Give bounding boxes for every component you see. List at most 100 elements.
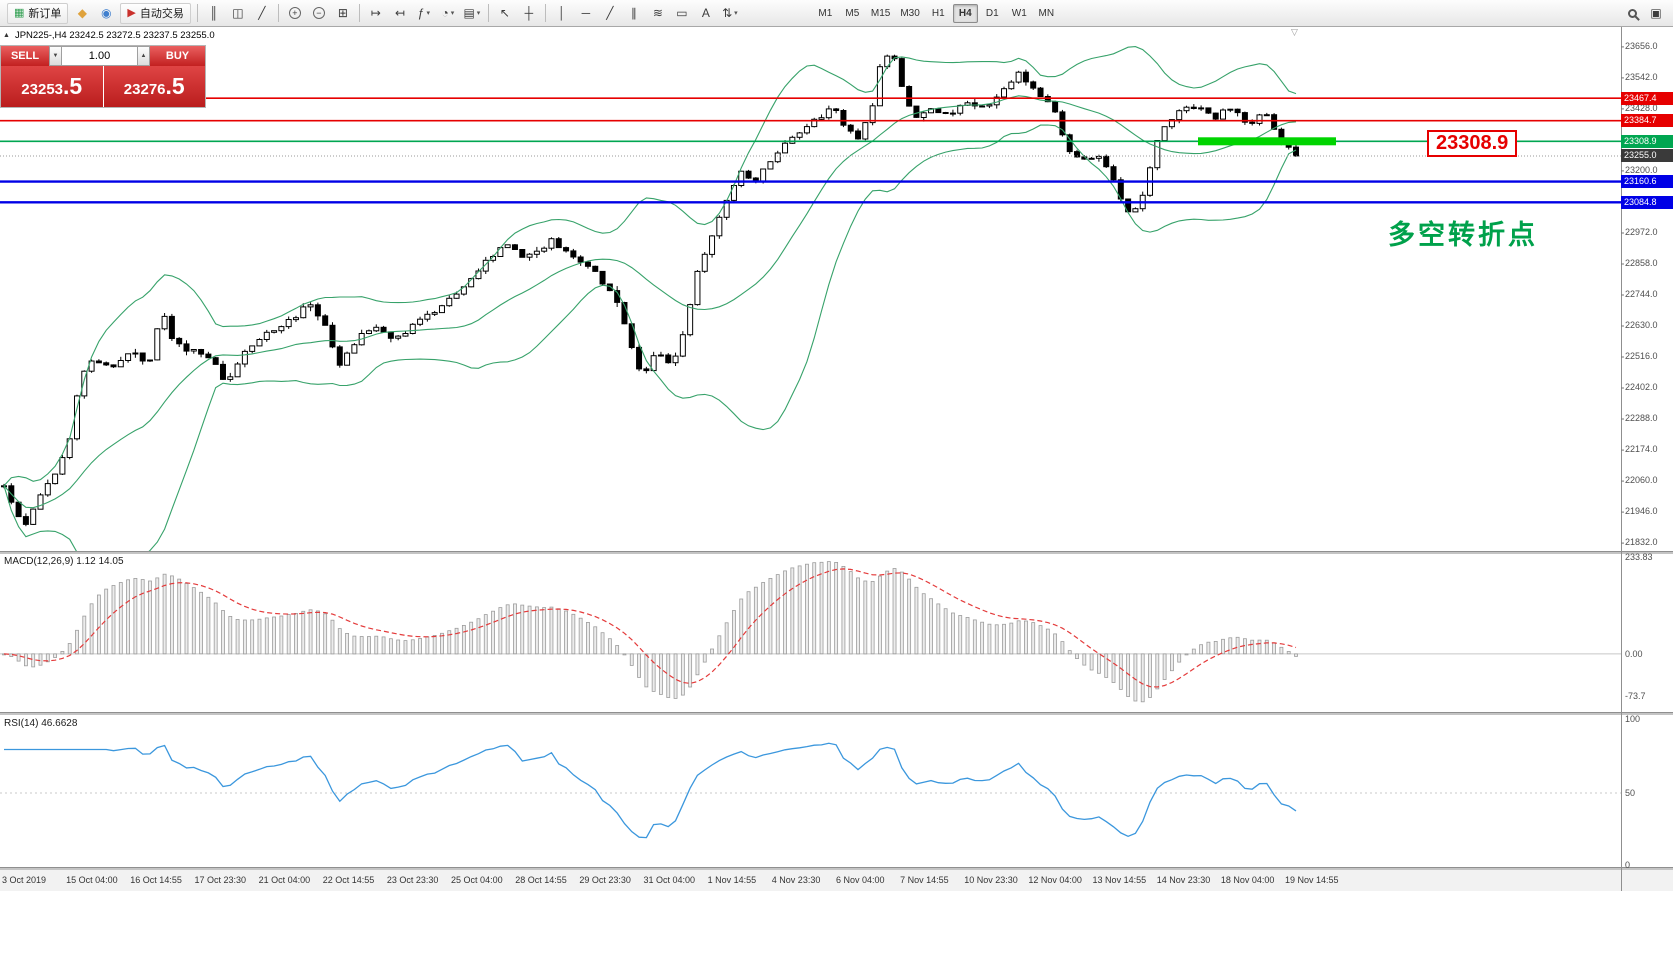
market-watch-icon-glyph: ◉ [101, 6, 112, 20]
line-chart-icon[interactable]: ╱ [251, 3, 273, 24]
volume-down-button[interactable]: ▼ [49, 46, 62, 66]
symbol-ohlc-line: ▲ JPN225-,H4 23242.5 23272.5 23237.5 232… [3, 30, 215, 41]
timeframe-button-m30[interactable]: M30 [900, 7, 920, 19]
arrow-objects-icon[interactable]: ⇅ ▾ [719, 3, 741, 24]
trendline-icon[interactable]: ╱ [599, 3, 621, 24]
time-axis-label: 13 Nov 14:55 [1092, 875, 1147, 885]
dropdown-caret-icon: ▾ [476, 10, 481, 17]
price-level-label: 23255.0 [1621, 149, 1673, 163]
price-axis-tick-label: 22630.0 [1625, 320, 1658, 330]
arrow-objects-icon-glyph: ⇅ [722, 6, 733, 20]
support-resistance-lines [0, 97, 1621, 204]
price-axis-tick-label: 23542.0 [1625, 71, 1658, 82]
bollinger-bands [3, 46, 1297, 551]
symbol-ohlc-text: JPN225-,H4 23242.5 23272.5 23237.5 23255… [14, 30, 215, 41]
cursor-icon[interactable]: ↖ [494, 3, 516, 24]
pivot-price-tag: 23308.9 [1427, 130, 1518, 157]
auto-scroll-icon-glyph: ↦ [370, 6, 381, 20]
time-axis-label: 22 Oct 14:55 [322, 875, 375, 885]
time-axis-label: 29 Oct 23:30 [579, 875, 631, 885]
buy-button[interactable]: BUY [150, 46, 205, 66]
one-click-trading-panel: SELL ▼ ▲ BUY 23253.5 23276.5 [0, 45, 206, 108]
toolbar-sep [358, 4, 360, 22]
price-level-label: 23160.6 [1621, 175, 1673, 189]
shapes-icon[interactable]: ▭ [671, 3, 693, 24]
sell-price-dec: .5 [63, 73, 83, 99]
tile-windows-icon[interactable]: ⊞ [332, 3, 354, 24]
time-axis-label: 1 Nov 14:55 [707, 875, 757, 885]
macd-axis-label: -73.7 [1625, 690, 1646, 701]
metaeditor-icon[interactable]: ◆ [71, 3, 93, 24]
timeframe-button-w1[interactable]: W1 [1011, 7, 1027, 19]
text-label-icon[interactable]: A [695, 3, 717, 24]
volume-up-button[interactable]: ▲ [137, 46, 150, 66]
macd-indicator [0, 561, 1621, 703]
trendline-icon-glyph: ╱ [606, 6, 614, 20]
zoom-in-icon[interactable]: + [284, 3, 306, 24]
timeframe-button-d1[interactable]: D1 [985, 7, 999, 19]
horizontal-line-icon[interactable]: ─ [575, 3, 597, 24]
data-window-icon[interactable]: ▣ [1645, 3, 1667, 24]
indicators-icon-glyph: ƒ [417, 6, 425, 20]
time-axis-label: 25 Oct 04:00 [451, 875, 503, 885]
price-axis-tick-label: 22174.0 [1625, 444, 1658, 455]
channel-icon[interactable]: ∥ [623, 3, 645, 24]
price-axis-tick-label: 22858.0 [1625, 257, 1658, 268]
buy-price-dec: .5 [165, 73, 185, 99]
timeframe-button-h1[interactable]: H1 [931, 7, 945, 19]
vertical-line-icon[interactable]: │ [551, 3, 573, 24]
buy-price-display[interactable]: 23276.5 [103, 66, 205, 107]
chart-shift-marker-icon[interactable]: ▽ [1291, 27, 1298, 37]
price-axis-tick-label: 22744.0 [1625, 288, 1658, 299]
tile-windows-icon-glyph: ⊞ [337, 6, 348, 20]
rsi-header: RSI(14) 46.6628 [4, 718, 78, 729]
chart-area: 23656.0 23542.0 23428.0 23200.0 22972.0 22858… [0, 27, 1673, 953]
crosshair-icon[interactable]: ┼ [518, 3, 540, 24]
price-axis-tick-label: 21832.0 [1625, 537, 1658, 548]
sell-price-int: 23253 [21, 81, 64, 98]
data-window-icon-glyph: ▣ [1650, 6, 1662, 20]
time-axis-label: 21 Oct 04:00 [258, 875, 311, 885]
bollinger-middle-band [3, 95, 1297, 509]
auto-scroll-icon[interactable]: ↦ [365, 3, 387, 24]
chart-canvas[interactable] [0, 27, 1673, 953]
zoom-out-icon[interactable]: − [308, 3, 330, 24]
timeframe-button-h4[interactable]: H4 [952, 3, 978, 23]
timeframe-button-mn[interactable]: MN [1038, 7, 1055, 19]
chart-shift-icon[interactable]: ↤ [389, 3, 411, 24]
macd-signal-line [3, 568, 1297, 688]
bar-chart-icon[interactable]: ║ [203, 3, 225, 24]
time-axis-label: 23 Oct 23:30 [386, 875, 439, 885]
timeframe-button-m1[interactable]: M1 [818, 7, 833, 19]
time-axis-label: 14 Nov 23:30 [1156, 875, 1211, 885]
bollinger-upper-band [3, 46, 1297, 487]
timeframe-button-m15[interactable]: M15 [870, 7, 891, 19]
time-axis-label: 19 Nov 14:55 [1285, 875, 1339, 885]
candles [1, 54, 1299, 527]
toolbar-sep [196, 4, 198, 22]
toolbar-sep [277, 4, 279, 22]
highlighted-level-segment [1198, 137, 1336, 146]
search-icon[interactable] [1621, 3, 1643, 24]
sell-price-display[interactable]: 23253.5 [1, 66, 103, 107]
dropdown-caret-icon: ▾ [450, 10, 455, 17]
time-axis-label: 17 Oct 23:30 [194, 875, 246, 885]
autotrading-button[interactable]: ▶ 自动交易 [120, 2, 191, 24]
indicators-icon[interactable]: ƒ ▾ [413, 3, 435, 24]
sell-button[interactable]: SELL [1, 46, 49, 66]
macd-axis-label: 0.00 [1625, 648, 1643, 659]
volume-input[interactable] [62, 46, 137, 66]
collapse-panel-icon[interactable]: ▲ [3, 32, 10, 39]
price-level-label: 23084.8 [1621, 195, 1673, 209]
market-watch-icon[interactable]: ◉ [95, 3, 117, 24]
fibonacci-icon[interactable]: ≋ [647, 3, 669, 24]
timeframe-button-m5[interactable]: M5 [845, 7, 860, 19]
periods-icon[interactable]: ◔ ▾ [437, 3, 459, 24]
price-axis-tick-label: 22288.0 [1625, 413, 1658, 424]
rsi-axis-label: 0 [1625, 860, 1631, 870]
candlestick-chart-icon[interactable]: ◫ [227, 3, 249, 24]
price-axis[interactable]: 23656.0 23542.0 23428.0 23200.0 22972.0 22858… [1621, 27, 1673, 891]
time-axis[interactable]: 3 Oct 2019 15 Oct 04:00 16 Oct 14:55 17 Oct… [0, 870, 1621, 891]
templates-icon[interactable]: ▤ ▾ [461, 3, 483, 24]
new-order-button[interactable]: ▦ 新订单 [7, 2, 69, 24]
